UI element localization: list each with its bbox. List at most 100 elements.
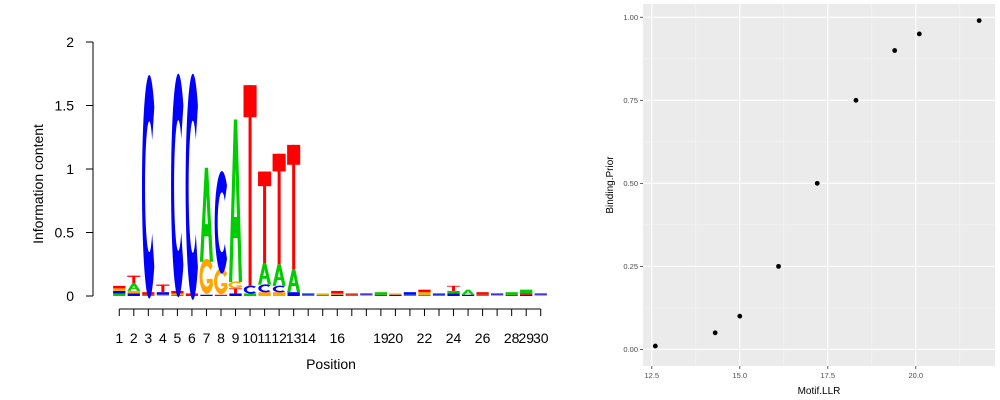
logo-letter-G xyxy=(156,294,170,296)
logo-letter-A xyxy=(113,293,126,296)
x-tick-label: 17.5 xyxy=(820,371,835,380)
letter-stroke xyxy=(302,294,315,296)
letter-stroke xyxy=(418,292,431,295)
x-tick-label: 20.0 xyxy=(908,371,923,380)
letter-stroke xyxy=(331,290,344,294)
letter-stroke xyxy=(345,293,358,295)
x-tick-label: 6 xyxy=(188,330,196,346)
logo-letter-A xyxy=(199,167,214,262)
letter-stroke xyxy=(142,75,155,299)
letter-stroke xyxy=(374,294,388,296)
letter-stroke xyxy=(287,292,300,296)
letter-stroke xyxy=(432,294,446,296)
letter-stroke xyxy=(156,294,170,296)
logo-letter-A xyxy=(316,294,329,296)
letter-stroke xyxy=(534,294,547,296)
logo-letter-A xyxy=(476,294,489,296)
x-tick-label: 30 xyxy=(533,330,549,346)
logo-letter-C xyxy=(331,294,344,296)
logo-letter-C xyxy=(142,75,155,299)
letter-stroke xyxy=(461,289,475,295)
letter-stroke xyxy=(461,294,475,296)
logo-letter-T xyxy=(287,144,301,270)
y-tick-label: 2 xyxy=(66,34,74,50)
y-tick-label: 0.50 xyxy=(623,179,638,188)
letter-stroke xyxy=(228,281,243,289)
y-tick-label: 1.00 xyxy=(623,13,638,22)
logo-letter-C xyxy=(272,285,286,293)
logo-letter-A xyxy=(302,294,315,296)
letter-stroke xyxy=(520,294,533,296)
x-tick-label: 5 xyxy=(174,330,182,346)
y-tick-label: 1 xyxy=(66,161,74,177)
logo-letter-A xyxy=(258,262,272,285)
x-tick-label: 29 xyxy=(518,330,534,346)
logo-letter-C xyxy=(302,293,315,295)
y-axis-title: Binding.Prior xyxy=(605,156,616,214)
letter-stroke xyxy=(127,283,141,291)
letter-stroke xyxy=(476,292,489,295)
x-tick-label: 20 xyxy=(388,330,404,346)
x-tick-label: 8 xyxy=(217,330,225,346)
scatter-point xyxy=(712,330,718,336)
x-tick-label: 22 xyxy=(417,330,433,346)
letter-stroke xyxy=(203,224,210,237)
logo-letter-G xyxy=(272,292,286,296)
letter-stroke xyxy=(360,294,373,296)
logo-letter-G xyxy=(127,290,140,294)
letter-stroke xyxy=(127,290,140,294)
letter-stroke xyxy=(277,153,281,265)
scatter-plot-chart: 12.5 15.0 17.5 20.0 0.00 0.25 0.50 0.75 1.00 Moti… xyxy=(605,4,995,397)
scatter-point xyxy=(652,343,658,349)
logo-letter-A xyxy=(228,119,243,283)
logo-letter-G xyxy=(360,294,373,296)
logo-letter-T xyxy=(374,294,388,296)
letter-stroke xyxy=(316,294,329,296)
logo-letter-C xyxy=(229,293,242,296)
logo-letter-C xyxy=(447,293,460,296)
x-tick-label: 3 xyxy=(144,330,152,346)
x-tick-label: 7 xyxy=(203,330,211,346)
letter-stroke xyxy=(263,171,267,263)
logo-letter-G xyxy=(534,294,547,296)
logo-letter-T xyxy=(272,153,286,265)
logo-letter-T xyxy=(520,293,533,295)
letter-stroke xyxy=(505,292,518,295)
letter-stroke xyxy=(331,294,344,296)
x-tick-label: 11 xyxy=(257,330,272,346)
x-tick-label: 1 xyxy=(115,330,123,346)
logo-letter-A xyxy=(505,292,518,295)
y-tick-label: 0 xyxy=(66,288,74,304)
letter-stroke xyxy=(243,293,257,296)
logo-letter-C xyxy=(403,292,417,295)
letter-stroke xyxy=(261,275,269,279)
logo-letter-C xyxy=(127,293,140,296)
letter-stroke xyxy=(161,284,165,293)
letter-stroke xyxy=(258,292,271,296)
letter-stroke xyxy=(374,292,388,295)
logo-letter-C xyxy=(490,293,504,295)
logo-letter-A xyxy=(287,269,301,293)
logo-letter-C xyxy=(214,171,227,274)
logo-letter-A xyxy=(272,264,286,286)
letter-stroke xyxy=(464,292,472,294)
logo-letter-A xyxy=(432,294,446,296)
logo-letter-C xyxy=(258,284,271,293)
logo-letter-A xyxy=(461,289,475,295)
logo-letter-G xyxy=(389,293,402,295)
logo-letter-C xyxy=(360,293,373,295)
letter-stroke xyxy=(127,293,140,296)
y-tick-label: 0.5 xyxy=(55,225,75,241)
letter-stroke xyxy=(214,294,228,296)
scatter-point xyxy=(916,31,922,37)
x-tick-label: 15.0 xyxy=(732,371,747,380)
x-tick-label: 12.5 xyxy=(644,371,659,380)
y-tick-label: 0.75 xyxy=(623,96,638,105)
logo-letter-A xyxy=(418,294,431,296)
logo-letter-A xyxy=(520,289,533,294)
letter-stroke xyxy=(243,285,257,294)
logo-letter-C xyxy=(243,285,257,294)
logo-letter-G xyxy=(113,288,126,291)
letter-stroke xyxy=(447,290,460,294)
